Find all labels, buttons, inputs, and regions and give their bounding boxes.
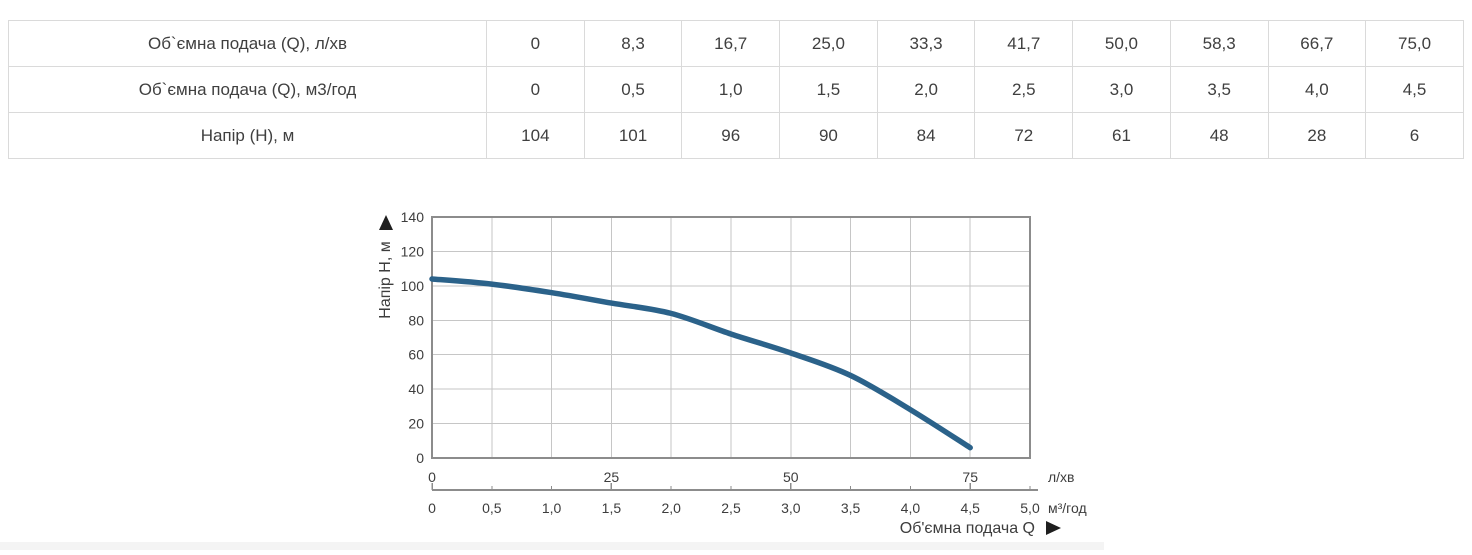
- x-tick-label-m3h: 5,0: [1020, 500, 1040, 516]
- y-axis-title: Напір Н, м: [377, 241, 394, 318]
- spec-value-cell: 2,5: [974, 66, 1074, 113]
- spec-table-row: Напір (Н), м 104 101 96 90 84 72 61 48 28 6: [8, 112, 1464, 159]
- x-tick-label-m3h: 1,0: [542, 500, 562, 516]
- spec-value-cell: 33,3: [876, 20, 976, 67]
- x-tick-label-m3h: 1,5: [602, 500, 622, 516]
- up-arrow-icon: [379, 215, 393, 230]
- spec-row-label: Напір (Н), м: [8, 112, 487, 159]
- spec-value-cell: 28: [1267, 112, 1367, 159]
- x-tick-label-m3h: 0: [428, 500, 436, 516]
- spec-value-cell: 8,3: [583, 20, 683, 67]
- plot-frame: [431, 216, 1031, 459]
- spec-value-cell: 90: [779, 112, 878, 159]
- x-tick-label-lmin: 50: [783, 469, 799, 485]
- spec-value-cell: 2,0: [876, 66, 976, 113]
- spec-row-label: Об`ємна подача (Q), л/хв: [8, 20, 487, 67]
- pump-spec-table: Об`ємна подача (Q), л/хв 0 8,3 16,7 25,0 33,3…: [8, 20, 1464, 159]
- spec-table-row: Об`ємна подача (Q), м3/год 0 0,5 1,0 1,5 2,0 2…: [8, 66, 1464, 113]
- spec-value-cell: 1,0: [681, 66, 781, 113]
- spec-value-cell: 4,5: [1365, 66, 1464, 113]
- x-tick-label-m3h: 0,5: [482, 500, 502, 516]
- y-tick-label: 140: [401, 209, 425, 225]
- spec-value-cell: 48: [1169, 112, 1269, 159]
- x-axis-title: Об'ємна подача Q: [900, 520, 1035, 537]
- spec-value-cell: 0: [486, 66, 585, 113]
- spec-value-cell: 16,7: [681, 20, 781, 67]
- spec-value-cell: 1,5: [779, 66, 878, 113]
- spec-value-cell: 96: [681, 112, 781, 159]
- spec-value-cell: 6: [1365, 112, 1464, 159]
- pump-curve: [429, 276, 973, 451]
- y-tick-label: 120: [401, 243, 425, 259]
- x-tick-label-lmin: 75: [962, 469, 978, 485]
- spec-value-cell: 0: [486, 20, 585, 67]
- spec-row-label: Об`ємна подача (Q), м3/год: [8, 66, 487, 113]
- spec-table-body: Об`ємна подача (Q), л/хв 0 8,3 16,7 25,0 33,3…: [8, 20, 1464, 159]
- right-arrow-icon: [1046, 521, 1061, 535]
- spec-value-cell: 66,7: [1267, 20, 1367, 67]
- spec-value-cell: 101: [583, 112, 683, 159]
- x-tick-label-m3h: 4,0: [901, 500, 921, 516]
- y-tick-label: 40: [408, 381, 424, 397]
- grid-lines: [432, 217, 1030, 458]
- x-tick-label-m3h: 3,0: [781, 500, 801, 516]
- spec-value-cell: 72: [974, 112, 1074, 159]
- pump-curve-svg: 0 20 40 60 80 100 120 140 Напір Н, м 0 25 50 75 л/хв 0…: [377, 209, 1087, 537]
- spec-value-cell: 84: [876, 112, 976, 159]
- y-tick-label: 100: [401, 278, 425, 294]
- y-tick-label: 20: [408, 416, 424, 432]
- x-unit-label-lmin: л/хв: [1048, 469, 1075, 485]
- y-tick-label: 60: [408, 347, 424, 363]
- x-tick-label-m3h: 3,5: [841, 500, 861, 516]
- spec-value-cell: 0,5: [583, 66, 683, 113]
- spec-value-cell: 58,3: [1169, 20, 1269, 67]
- spec-value-cell: 41,7: [974, 20, 1074, 67]
- spec-value-cell: 61: [1072, 112, 1171, 159]
- spec-value-cell: 3,0: [1072, 66, 1171, 113]
- spec-value-cell: 75,0: [1365, 20, 1464, 67]
- pump-curve-chart: 0 20 40 60 80 100 120 140 Напір Н, м 0 25 50 75 л/хв 0…: [365, 190, 1125, 550]
- spec-value-cell: 50,0: [1072, 20, 1171, 67]
- section-divider-strip: [0, 542, 1104, 550]
- y-tick-label: 80: [408, 312, 424, 328]
- spec-value-cell: 3,5: [1169, 66, 1269, 113]
- x-tick-label-lmin: 0: [428, 469, 436, 485]
- x-tick-label-lmin: 25: [604, 469, 620, 485]
- spec-value-cell: 4,0: [1267, 66, 1367, 113]
- y-tick-label: 0: [416, 450, 424, 466]
- x-tick-label-m3h: 2,5: [721, 500, 741, 516]
- spec-table-row: Об`ємна подача (Q), л/хв 0 8,3 16,7 25,0 33,3…: [8, 20, 1464, 67]
- x-tick-label-m3h: 2,0: [661, 500, 681, 516]
- spec-value-cell: 104: [486, 112, 585, 159]
- x-tick-label-m3h: 4,5: [960, 500, 980, 516]
- x-unit-label-m3h: м³/год: [1048, 500, 1087, 516]
- spec-value-cell: 25,0: [779, 20, 878, 67]
